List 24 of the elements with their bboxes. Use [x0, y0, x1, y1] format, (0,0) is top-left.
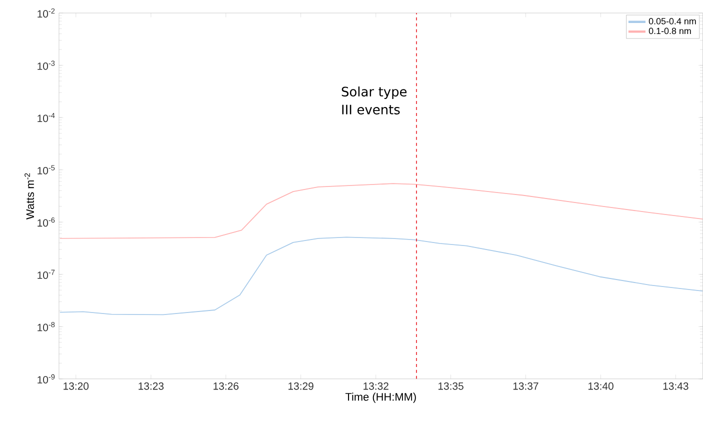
y-axis-title: Watts m$^{-2}$	[24, 173, 34, 220]
x-tick-label: 13:40	[588, 382, 614, 390]
y-tick-label: 10$^{-7}$	[38, 270, 55, 279]
x-tick-label: 13:26	[214, 382, 238, 390]
y-tick-label: 10$^{-8}$	[38, 322, 55, 332]
x-axis-title: Time (HH:MM)	[345, 392, 416, 403]
y-tick-label: 10$^{-2}$	[38, 8, 55, 18]
line-series	[59, 183, 703, 239]
x-tick-label: 13:37	[513, 382, 538, 390]
x-tick-label: 13:35	[438, 382, 464, 390]
x-tick-label: 13:20	[64, 382, 89, 390]
y-tick-label: 10$^{-6}$	[38, 218, 55, 227]
x-tick-label: 13:29	[288, 382, 314, 390]
line-series	[59, 236, 703, 316]
legend-label: 0.05-0.4 nm	[648, 18, 696, 24]
legend-label: 0.1-0.8 nm	[648, 28, 691, 34]
y-tick-label: 10$^{-9}$	[38, 374, 55, 384]
x-tick-label: 13:23	[138, 382, 164, 390]
y-tick-label: 10$^{-4}$	[38, 113, 55, 122]
ref-line-label: Solar type III events	[342, 86, 407, 115]
y-tick-label: 10$^{-5}$	[38, 165, 55, 174]
x-tick-label: 13:32	[364, 382, 388, 390]
x-tick-label: 13:43	[663, 382, 688, 390]
y-tick-label: 10$^{-3}$	[38, 60, 55, 70]
